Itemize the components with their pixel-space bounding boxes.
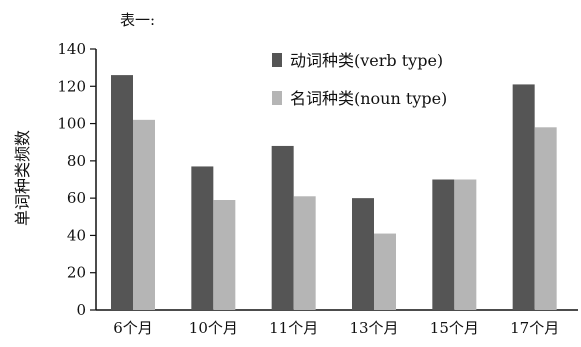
x-category-label: 11个月 bbox=[269, 319, 318, 337]
legend: 动词种类(verb type) 名词种类(noun type) bbox=[272, 51, 447, 108]
legend-label: 动词种类(verb type) bbox=[290, 51, 443, 70]
y-tick-label: 20 bbox=[67, 264, 86, 282]
x-category-label: 17个月 bbox=[510, 319, 559, 337]
chart-title: 表一: bbox=[120, 11, 155, 29]
x-category-label: 13个月 bbox=[349, 319, 398, 337]
x-labels: 6个月 10个月 11个月 13个月 15个月 17个月 bbox=[113, 319, 559, 337]
legend-label: 名词种类(noun type) bbox=[290, 89, 447, 108]
bar bbox=[293, 196, 316, 310]
bar bbox=[111, 75, 133, 310]
x-category-label: 6个月 bbox=[113, 319, 153, 337]
bar bbox=[352, 198, 374, 310]
bars bbox=[111, 75, 557, 311]
bar bbox=[454, 179, 477, 310]
x-category-label: 15个月 bbox=[430, 319, 479, 337]
y-tick-label: 80 bbox=[67, 152, 86, 170]
legend-swatch bbox=[272, 53, 282, 67]
y-tick-label: 60 bbox=[67, 189, 86, 207]
x-category-label: 10个月 bbox=[189, 319, 238, 337]
bar bbox=[432, 179, 455, 310]
y-tick-label: 100 bbox=[57, 115, 86, 133]
bar bbox=[512, 84, 535, 311]
y-tick-label: 0 bbox=[76, 301, 86, 319]
bar bbox=[191, 166, 214, 310]
legend-swatch bbox=[272, 91, 282, 105]
bar bbox=[271, 145, 294, 310]
y-tick-label: 120 bbox=[57, 77, 86, 95]
bar bbox=[133, 119, 155, 310]
bar bbox=[213, 200, 236, 310]
axes bbox=[95, 49, 578, 311]
bar bbox=[534, 127, 557, 310]
y-tick-label: 140 bbox=[57, 40, 86, 58]
y-axis-label: 单词种类频数 bbox=[13, 130, 32, 226]
bar bbox=[374, 233, 396, 310]
y-ticks: 0 20 40 60 80 100 120 140 bbox=[57, 40, 96, 319]
y-tick-label: 40 bbox=[67, 226, 86, 244]
